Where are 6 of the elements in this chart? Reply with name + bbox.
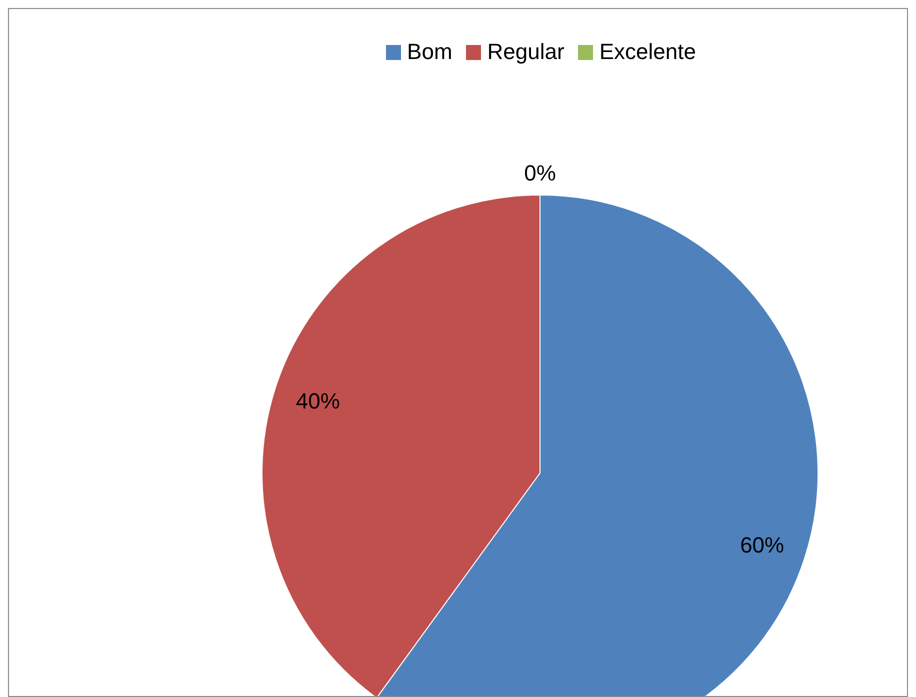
legend-label: Bom	[406, 39, 452, 65]
legend-label: Excelente	[598, 39, 696, 65]
legend-label: Regular	[486, 39, 564, 65]
data-label: 40%	[296, 388, 340, 414]
text: 0%	[524, 160, 556, 186]
data-label: 60%	[740, 532, 784, 558]
